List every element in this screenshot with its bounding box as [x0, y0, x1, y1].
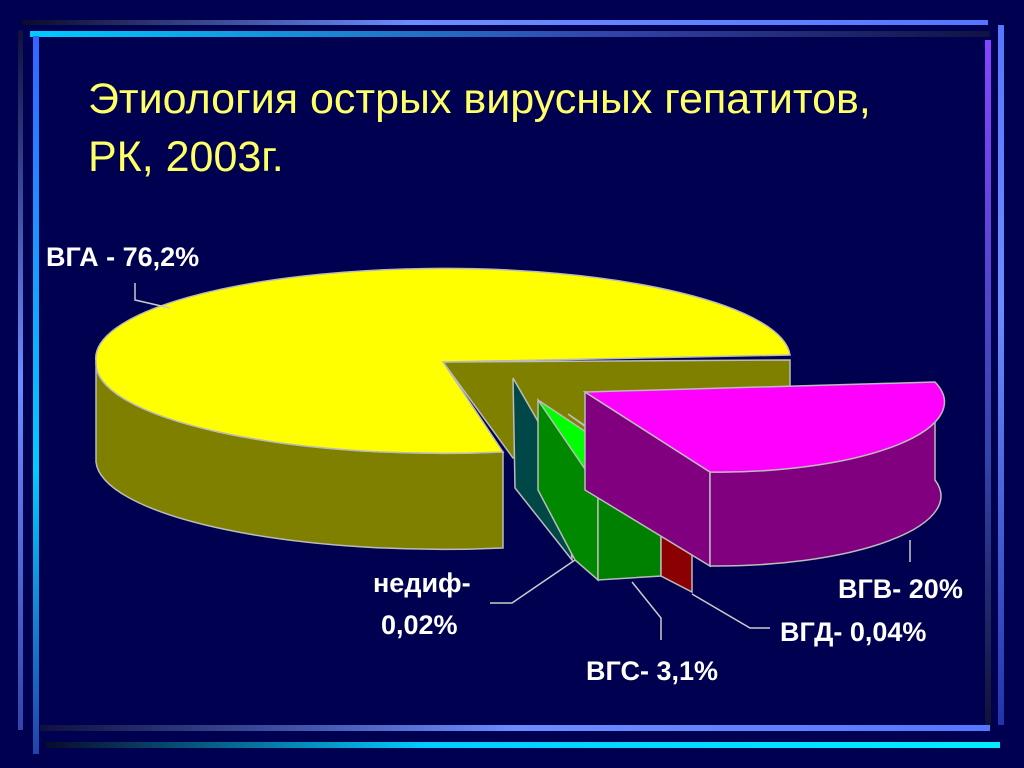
slice-vga-top: [94, 267, 791, 455]
slice-vgv-top: [582, 381, 946, 473]
leader-vgs: [631, 581, 662, 640]
slide-title: Этиология острых вирусных гепатитов, РК,…: [88, 70, 968, 186]
frame-top-line: [22, 20, 988, 25]
label-vga: ВГА - 76,2%: [46, 242, 199, 272]
frame-left-line: [18, 30, 23, 730]
slice-vga: [94, 267, 791, 551]
frame-right-line: [985, 40, 991, 730]
label-nedif-line1: недиф-: [373, 568, 471, 598]
label-nedif-line2: 0,02%: [381, 610, 458, 640]
label-vgs: ВГС- 3,1%: [586, 656, 718, 686]
slice-vgv: [582, 381, 946, 568]
frame-top-line-2: [30, 31, 990, 37]
frame-bottom-line-2: [45, 742, 1000, 748]
label-vgd: ВГД- 0,04%: [780, 617, 926, 647]
frame-left-line-2: [33, 36, 39, 754]
slide-title-line1: Этиология острых вирусных гепатитов,: [88, 75, 871, 123]
leader-vgd: [691, 593, 770, 629]
frame-bottom-line: [40, 725, 990, 731]
leader-nedif: [490, 559, 576, 604]
leader-vga: [134, 283, 171, 309]
label-vgv: ВГВ- 20%: [838, 574, 963, 604]
frame-right-line-2: [998, 25, 1004, 725]
slide-title-line2: РК, 2003г.: [88, 133, 284, 181]
